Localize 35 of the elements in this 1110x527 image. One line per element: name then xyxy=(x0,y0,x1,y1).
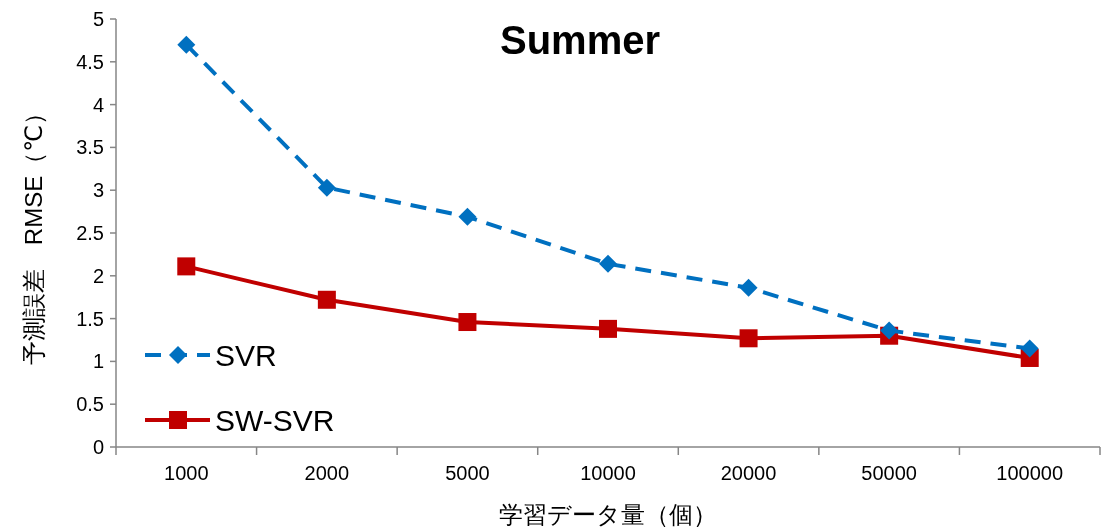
point xyxy=(1020,339,1039,358)
y-axis-title: 予測誤差 RMSE（℃） xyxy=(20,100,47,366)
point xyxy=(458,313,477,332)
x-tick-label: 100000 xyxy=(996,462,1064,484)
point xyxy=(177,257,196,276)
point xyxy=(317,290,336,309)
legend-label: SVR xyxy=(215,338,277,372)
y-tick-label: 2 xyxy=(92,264,104,287)
point xyxy=(317,178,336,197)
legend-label: SW-SVR xyxy=(215,403,335,437)
y-tick-label: 1.5 xyxy=(76,307,104,330)
point xyxy=(739,278,758,297)
x-tick-label: 5000 xyxy=(445,462,490,484)
y-tick-label: 5 xyxy=(92,8,104,30)
y-tick-label: 4.5 xyxy=(76,50,104,73)
y-tick-label: 0 xyxy=(92,436,104,458)
x-tick-label: 20000 xyxy=(720,462,777,484)
x-tick-label: 10000 xyxy=(580,462,636,484)
x-tick-label: 2000 xyxy=(304,462,350,484)
point xyxy=(458,207,477,226)
y-tick-label: 3.5 xyxy=(76,136,104,159)
x-tick-label: 50000 xyxy=(861,462,917,484)
y-tick-label: 4 xyxy=(92,93,104,116)
x-tick-label: 1000 xyxy=(164,462,209,484)
x-axis-title: 学習データ量（個） xyxy=(499,501,717,527)
y-tick-label: 1 xyxy=(92,350,104,373)
y-tick-label: 3 xyxy=(92,179,104,202)
y-tick-label: 0.5 xyxy=(76,393,104,416)
y-tick-label: 2.5 xyxy=(76,222,104,244)
point xyxy=(739,329,758,348)
point xyxy=(880,321,899,340)
point xyxy=(599,254,617,273)
point xyxy=(599,319,617,338)
point xyxy=(177,35,196,54)
chart-title: Summer xyxy=(499,18,661,62)
